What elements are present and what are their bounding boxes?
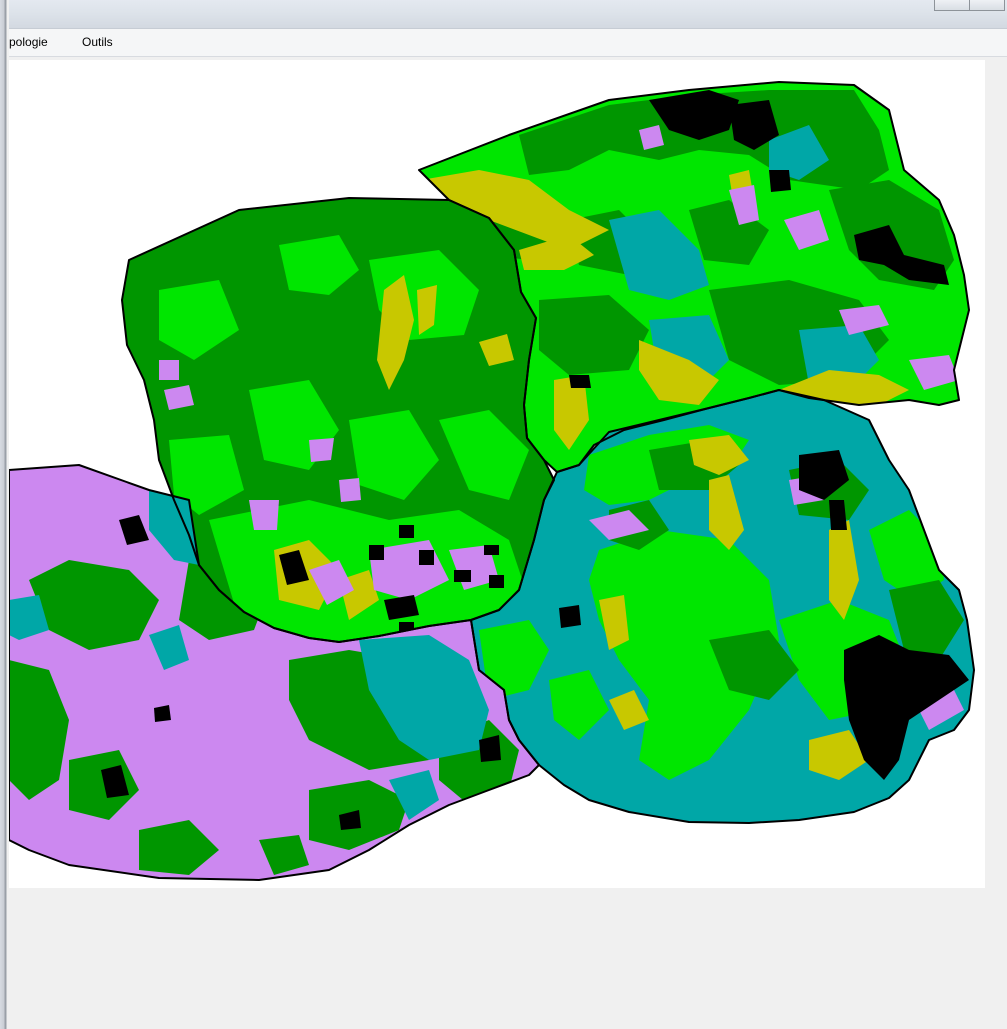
menu-item-topologie[interactable]: pologie: [9, 35, 48, 49]
maximize-button[interactable]: [970, 0, 1005, 11]
minimize-button[interactable]: [934, 0, 970, 11]
map-canvas[interactable]: [9, 60, 985, 888]
menu-item-outils[interactable]: Outils: [82, 35, 113, 49]
menu-bar: pologie Outils: [9, 29, 1007, 57]
region-c: [471, 390, 974, 823]
window-controls: [934, 0, 1005, 11]
region-a: [122, 198, 554, 642]
window-titlebar: [9, 0, 1007, 29]
map-svg: [9, 60, 985, 888]
window-left-border: [0, 0, 9, 1029]
